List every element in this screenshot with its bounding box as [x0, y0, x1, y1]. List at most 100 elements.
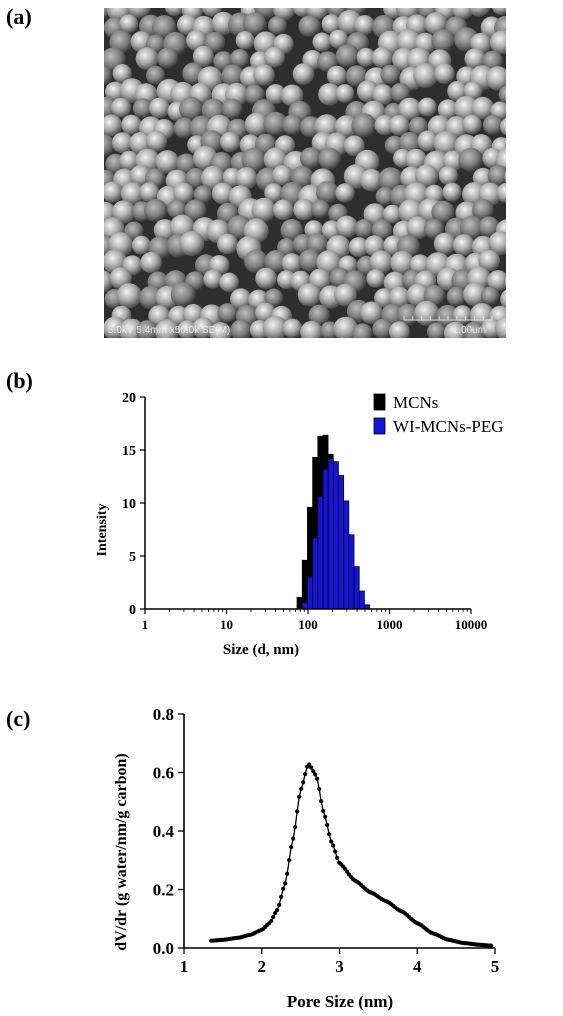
sem-particle [184, 199, 207, 222]
sem-particle [173, 117, 196, 139]
sem-particle [179, 231, 205, 257]
sem-particle [111, 97, 131, 118]
data-point [331, 843, 336, 848]
sem-particle [220, 131, 241, 153]
sem-particle [149, 97, 170, 119]
sem-particle [119, 14, 139, 34]
sem-particle [446, 286, 467, 307]
sem-particle [173, 182, 195, 204]
data-point [309, 765, 314, 770]
sem-particle [146, 130, 167, 152]
sem-particle [443, 321, 467, 338]
sem-particle [170, 282, 196, 308]
sem-particle [480, 286, 500, 306]
sem-particle [186, 29, 208, 52]
sem-particle [116, 283, 142, 309]
sem-particle [423, 218, 445, 240]
sem-particle [167, 199, 187, 220]
sem-particle [360, 301, 383, 325]
data-point [335, 855, 340, 860]
x-tick-label: 1 [180, 957, 189, 976]
sem-particle [264, 46, 285, 68]
bar [301, 559, 308, 610]
sem-particle [427, 322, 446, 338]
sem-particle [371, 47, 393, 68]
sem-particle [235, 31, 255, 50]
sem-particle [369, 250, 393, 274]
sem-particle [431, 200, 455, 224]
bar [338, 475, 345, 610]
panel-label-a: (a) [6, 4, 32, 29]
sem-particle [140, 251, 162, 274]
sem-particle [132, 98, 153, 119]
sem-particle [265, 84, 286, 105]
sem-particle [424, 12, 448, 35]
sem-particle [235, 167, 258, 190]
y-tick-label: 0.0 [153, 939, 174, 958]
sem-particle [321, 14, 341, 34]
sem-particle [318, 83, 341, 106]
sem-particle [413, 63, 438, 89]
sem-particle [335, 215, 358, 238]
sem-particle [388, 115, 410, 136]
sem-particle [333, 316, 358, 338]
y-tick-label: 0.2 [153, 881, 174, 900]
sem-particle [462, 321, 487, 338]
sem-particle [193, 185, 213, 205]
data-point [315, 776, 320, 781]
sem-particle [383, 204, 402, 224]
sem-particle [496, 182, 506, 204]
x-tick-label: 5 [491, 957, 500, 976]
data-point [329, 839, 334, 844]
data-point [313, 772, 318, 777]
sem-particle [121, 114, 142, 135]
sem-particle [105, 81, 126, 102]
sem-particle [487, 270, 506, 292]
bar [312, 537, 319, 610]
y-tick-label: 20 [122, 391, 136, 406]
sem-particle [335, 183, 355, 203]
x-tick-label: 1 [142, 617, 149, 632]
sem-particle [221, 64, 245, 88]
sem-particle [495, 316, 506, 338]
bar [322, 468, 329, 610]
sem-particle [462, 114, 482, 135]
sem-particle [390, 82, 411, 103]
x-tick-label: 4 [413, 957, 422, 976]
x-tick-label: 10000 [455, 617, 488, 632]
sem-particle [417, 97, 437, 117]
sem-particle [452, 234, 475, 256]
sem-particle [433, 131, 459, 156]
sem-particle [452, 305, 472, 325]
sem-particle [119, 150, 140, 171]
sem-particle [282, 114, 304, 136]
sem-particle [390, 250, 415, 275]
sem-particle [504, 277, 506, 288]
sem-particle [471, 96, 495, 120]
sem-particle [352, 323, 373, 338]
sem-particle [504, 170, 506, 183]
pore-size-chart: 0.0 0.2 0.4 0.6 0.8 1 2 3 4 5 Pore Size (nm) dV/d… [113, 705, 500, 1011]
sem-particle [272, 165, 293, 186]
sem-particle [371, 219, 393, 241]
sem-particle [414, 300, 440, 326]
data-point [321, 808, 326, 814]
data-point [275, 907, 280, 913]
sem-particle [253, 64, 275, 86]
y-tick-label: 0.6 [153, 764, 174, 783]
data-point [269, 918, 274, 924]
sem-particle [311, 199, 330, 219]
data-point [295, 809, 300, 814]
y-tick-label: 0 [129, 603, 136, 618]
sem-particle [177, 14, 198, 36]
sem-scale-label: 1.00um [452, 325, 486, 336]
sem-particle [230, 288, 252, 310]
sem-particle [217, 303, 238, 324]
sem-particle [131, 235, 151, 255]
sem-particle [491, 8, 506, 15]
sem-particle [328, 29, 349, 49]
sem-particle [179, 96, 204, 121]
sem-particle [282, 318, 303, 338]
sem-particle [417, 130, 439, 152]
sem-particle [185, 167, 207, 189]
